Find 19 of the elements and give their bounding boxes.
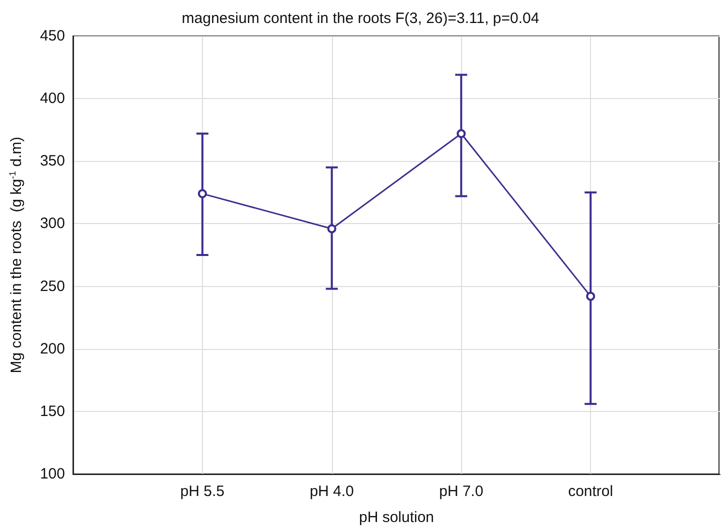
x-tick-label: control: [568, 483, 614, 500]
x-axis-title: pH solution: [358, 509, 434, 526]
point: [198, 189, 207, 198]
chart-title: magnesium content in the roots F(3, 26)=3.11, p=0.04: [182, 10, 540, 27]
y-tick-label: 250: [40, 278, 65, 295]
y-tick-label: 150: [40, 402, 65, 420]
y-axis-title: Mg content in the roots (g kg-1 d.m): [8, 136, 25, 374]
y-tick-label: 200: [40, 340, 65, 358]
point: [586, 292, 596, 301]
y-tick-label: 350: [40, 152, 65, 170]
x-tick-label: pH 4.0: [310, 483, 354, 500]
x-tick-label: pH 7.0: [439, 483, 484, 500]
y-tick-label: 300: [40, 215, 65, 232]
y-tick-label: 450: [40, 28, 65, 44]
point: [327, 224, 336, 234]
y-tick-label: 100: [40, 466, 65, 482]
y-tick-label: 400: [40, 90, 65, 108]
x-tick-label: pH 5.5: [180, 483, 224, 500]
point: [456, 129, 466, 138]
